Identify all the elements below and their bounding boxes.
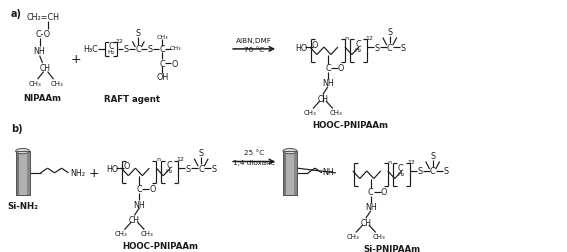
Text: 25 °C: 25 °C [244,149,264,155]
Text: RAFT agent: RAFT agent [104,94,160,103]
Text: S: S [400,43,405,52]
Bar [16,151,29,195]
Text: O: O [149,185,155,194]
Bar [283,151,297,195]
Text: CH₃: CH₃ [346,233,359,239]
Text: n: n [345,36,349,41]
Text: NH: NH [365,203,376,212]
Text: CH₃: CH₃ [303,110,316,116]
Text: +: + [88,167,99,180]
Bar [283,151,297,195]
Text: CH: CH [318,94,328,103]
Text: S: S [198,149,204,158]
Text: Si-PNIPAAm: Si-PNIPAAm [363,244,420,252]
Text: S: S [374,43,379,52]
Text: n: n [156,156,160,162]
Text: C: C [159,45,165,54]
Text: HO: HO [295,43,307,52]
Text: CH₃: CH₃ [50,81,63,87]
Text: CH₃: CH₃ [373,233,385,239]
Text: 70 °C: 70 °C [244,47,264,53]
Text: H₂: H₂ [397,172,404,177]
Text: H₂: H₂ [108,50,115,55]
Text: C: C [136,45,141,54]
Text: C: C [325,64,331,73]
Text: H₃C: H₃C [83,45,98,54]
Ellipse shape [283,149,297,154]
Text: O: O [338,64,344,73]
Text: Si-NH₂: Si-NH₂ [7,202,38,211]
Bar [27,151,29,195]
Text: O: O [380,187,387,197]
Text: C: C [167,160,172,169]
Text: O: O [171,59,177,68]
Text: NH: NH [133,200,145,209]
Ellipse shape [16,149,29,154]
Text: O: O [312,41,318,49]
Text: CH₃: CH₃ [156,35,168,40]
Text: HO: HO [107,164,119,173]
Text: AIBN,DMF: AIBN,DMF [236,38,272,44]
Text: n: n [388,159,392,164]
Text: 12: 12 [365,36,373,41]
Bar [16,151,29,195]
Bar [283,151,286,195]
Text: 12: 12 [176,156,184,162]
Text: C: C [368,187,374,197]
Text: C: C [109,41,114,50]
Text: b): b) [11,124,22,134]
Text: O: O [123,161,130,170]
Text: CH₃: CH₃ [329,110,342,116]
Text: S: S [124,45,129,54]
Text: NIPAAm: NIPAAm [24,93,62,102]
Text: CH₃: CH₃ [170,46,181,51]
Text: C: C [387,43,392,52]
Text: CH: CH [360,218,371,227]
Text: 12: 12 [116,39,124,44]
Text: CH: CH [129,215,140,224]
Text: C-O: C-O [35,30,50,39]
Text: C: C [430,167,435,176]
Text: 12: 12 [408,159,416,164]
Text: S: S [136,29,141,38]
Text: HOOC-PNIPAAm: HOOC-PNIPAAm [312,121,388,130]
Text: C: C [137,185,142,194]
Text: S: S [211,164,217,173]
Text: CH₃: CH₃ [141,231,154,236]
Text: C: C [355,40,361,49]
Text: CH₂=CH: CH₂=CH [26,13,59,22]
Text: S: S [148,45,153,54]
Text: S: S [185,164,191,173]
Text: NH: NH [33,47,45,56]
Text: S: S [430,152,435,161]
Text: NH: NH [322,168,334,177]
Bar [294,151,297,195]
Bar [16,151,19,195]
Text: H₂: H₂ [354,48,361,53]
Text: a): a) [11,9,22,19]
Text: S: S [387,28,392,37]
Text: OH: OH [156,73,168,81]
Text: C: C [198,164,204,173]
Text: S: S [417,167,422,176]
Text: C: C [159,59,165,68]
Text: CH₃: CH₃ [28,81,41,87]
Text: 1,4 dioxane: 1,4 dioxane [233,159,275,165]
Text: C: C [398,163,404,172]
Text: NH₂: NH₂ [70,169,85,178]
Text: CH: CH [40,64,51,73]
Text: HOOC-PNIPAAm: HOOC-PNIPAAm [122,241,198,250]
Text: CH₃: CH₃ [115,231,128,236]
Text: S: S [443,167,448,176]
Text: NH: NH [322,79,334,88]
Text: H₂: H₂ [166,169,173,174]
Text: +: + [70,53,81,66]
